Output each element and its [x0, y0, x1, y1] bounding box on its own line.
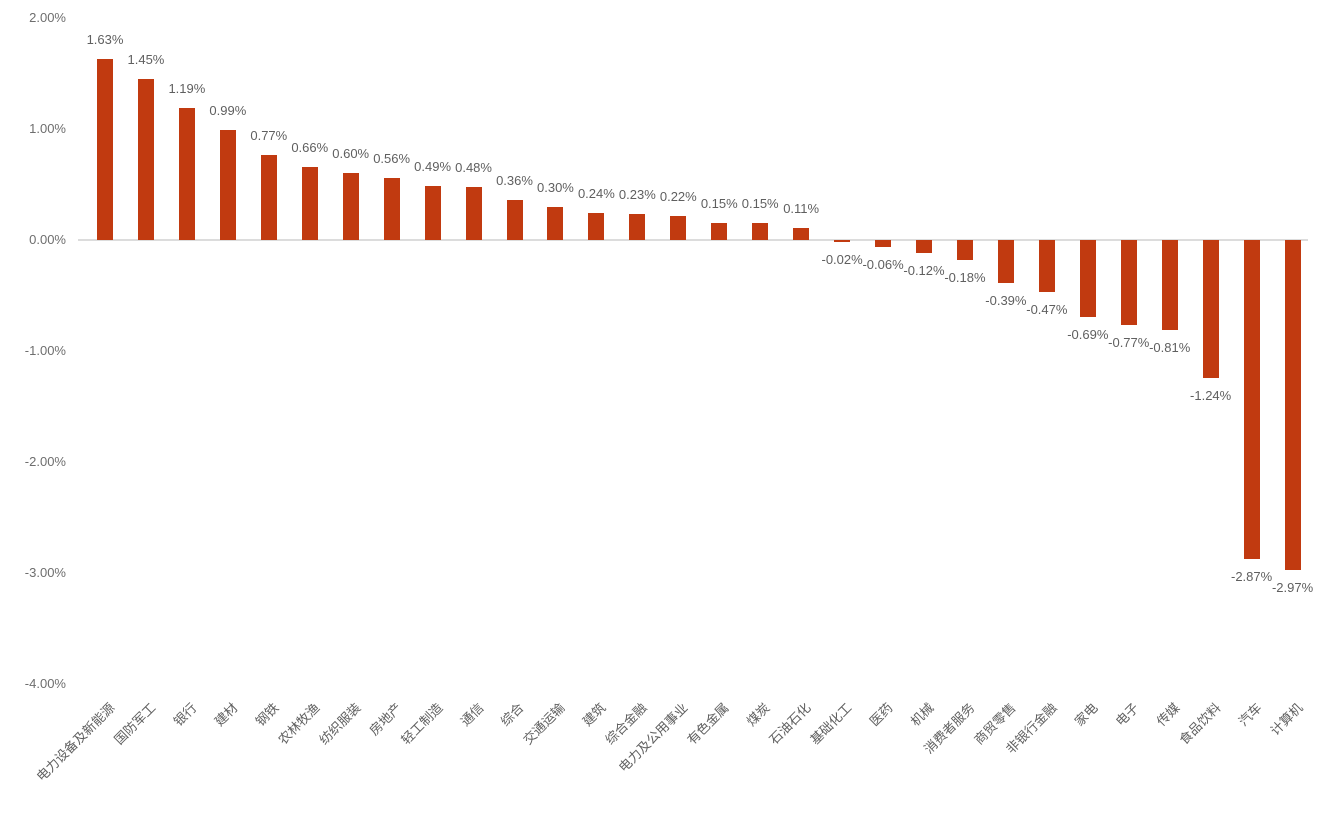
- x-axis-category-label: 纺织服装: [315, 700, 364, 748]
- bar-value-label: 0.11%: [783, 200, 820, 216]
- x-axis-category-label: 交通运输: [520, 700, 569, 748]
- x-axis-category-label: 汽车: [1235, 700, 1265, 730]
- bar-value-label: -2.87%: [1230, 568, 1273, 584]
- bar-value-label: -2.97%: [1271, 579, 1314, 595]
- bar-value-label: 0.24%: [577, 186, 615, 202]
- bar-value-label: 0.22%: [659, 188, 697, 204]
- bar: [588, 213, 605, 240]
- bar: [711, 223, 728, 240]
- bar: [629, 214, 646, 240]
- bar-value-label: 0.48%: [455, 159, 492, 175]
- x-axis-category-label: 机械: [907, 700, 937, 730]
- y-axis-tick-label: 1.00%: [29, 121, 66, 136]
- bar-value-label: 0.15%: [741, 196, 779, 212]
- x-axis-category-label: 石油石化: [766, 700, 814, 748]
- x-axis-category-label: 建筑: [580, 700, 610, 730]
- bar: [834, 240, 851, 243]
- bar-value-label: -0.69%: [1067, 326, 1109, 342]
- bar: [793, 227, 810, 240]
- bar-value-label: 0.23%: [618, 187, 656, 203]
- bar-value-label: 1.19%: [168, 80, 206, 96]
- bar: [1202, 240, 1219, 378]
- bar: [997, 240, 1014, 284]
- bar-value-label: -0.18%: [944, 269, 986, 285]
- y-axis-tick-label: -2.00%: [24, 454, 66, 469]
- bar: [219, 130, 236, 240]
- bar-value-label: 0.77%: [250, 127, 288, 143]
- bar-value-label: -0.12%: [903, 263, 945, 279]
- x-axis-category-label: 通信: [457, 700, 487, 730]
- x-axis-category-label: 电力设备及新能源: [33, 700, 118, 785]
- bar: [465, 186, 482, 240]
- y-axis-tick-label: 0.00%: [29, 232, 66, 247]
- bar-value-label: -0.47%: [1026, 302, 1068, 318]
- bar: [137, 79, 154, 240]
- bar-value-label: 0.60%: [332, 146, 370, 162]
- bar-value-label: 0.15%: [700, 196, 738, 212]
- bar: [670, 215, 687, 240]
- x-axis-category-label: 国防军工: [111, 700, 159, 748]
- x-axis-category-label: 煤炭: [743, 700, 773, 730]
- bar: [547, 206, 564, 240]
- x-axis-category-label: 综合: [498, 700, 528, 730]
- bar-value-label: 0.49%: [414, 158, 452, 174]
- bar-value-label: 1.45%: [127, 52, 165, 68]
- y-axis-tick-label: -3.00%: [24, 565, 66, 580]
- bar: [342, 173, 359, 240]
- x-axis-category-label: 计算机: [1266, 700, 1306, 739]
- x-axis-category-label: 家电: [1071, 700, 1101, 730]
- y-axis-tick-label: -1.00%: [24, 343, 66, 358]
- bar-value-label: 0.36%: [496, 173, 533, 189]
- x-axis-category-label: 银行: [170, 700, 200, 730]
- x-axis-category-label: 有色金属: [684, 700, 732, 748]
- x-axis-category-label: 医药: [866, 700, 896, 730]
- zero-axis-line: [78, 239, 1308, 241]
- x-axis-category-label: 钢铁: [252, 700, 282, 730]
- bar-value-label: -0.02%: [821, 252, 863, 268]
- y-axis-tick-label: -4.00%: [24, 676, 66, 691]
- bar: [1243, 240, 1260, 559]
- bar: [916, 240, 932, 254]
- x-axis-category-label: 基础化工: [807, 700, 855, 748]
- bar: [1161, 240, 1178, 330]
- bar: [956, 240, 973, 260]
- bar: [875, 240, 892, 247]
- x-axis-category-label: 建材: [211, 700, 241, 730]
- bar-value-label: -0.39%: [985, 293, 1027, 309]
- x-axis-category-label: 电子: [1112, 700, 1142, 730]
- bar: [383, 177, 400, 240]
- x-axis-category-label: 轻工制造: [397, 700, 446, 748]
- x-axis-category-label: 农林牧渔: [274, 700, 323, 748]
- bar: [506, 200, 523, 240]
- bar: [424, 185, 441, 240]
- bar-value-label: 0.56%: [373, 150, 411, 166]
- bar: [97, 59, 113, 240]
- bar: [178, 107, 195, 240]
- x-axis-category-label: 食品饮料: [1175, 700, 1224, 748]
- bar: [1079, 240, 1096, 317]
- bar-value-label: -0.06%: [862, 256, 904, 272]
- bar: [301, 166, 318, 240]
- y-axis-tick-label: 2.00%: [29, 10, 66, 25]
- bar: [752, 223, 769, 240]
- bar: [1038, 240, 1055, 293]
- bar-value-label: 0.66%: [291, 139, 329, 155]
- bar: [1120, 240, 1137, 326]
- x-axis-category-label: 房地产: [366, 700, 405, 739]
- bar-value-label: -0.81%: [1149, 339, 1191, 355]
- bar: [260, 154, 277, 240]
- bar-value-label: 0.30%: [537, 179, 574, 195]
- bar: [1284, 240, 1301, 570]
- bar-value-label: 1.63%: [86, 32, 124, 48]
- bar-value-label: -0.77%: [1108, 335, 1150, 351]
- bar-value-label: 0.99%: [209, 103, 247, 119]
- x-axis-category-label: 传媒: [1153, 700, 1183, 730]
- bar-value-label: -1.24%: [1190, 387, 1232, 403]
